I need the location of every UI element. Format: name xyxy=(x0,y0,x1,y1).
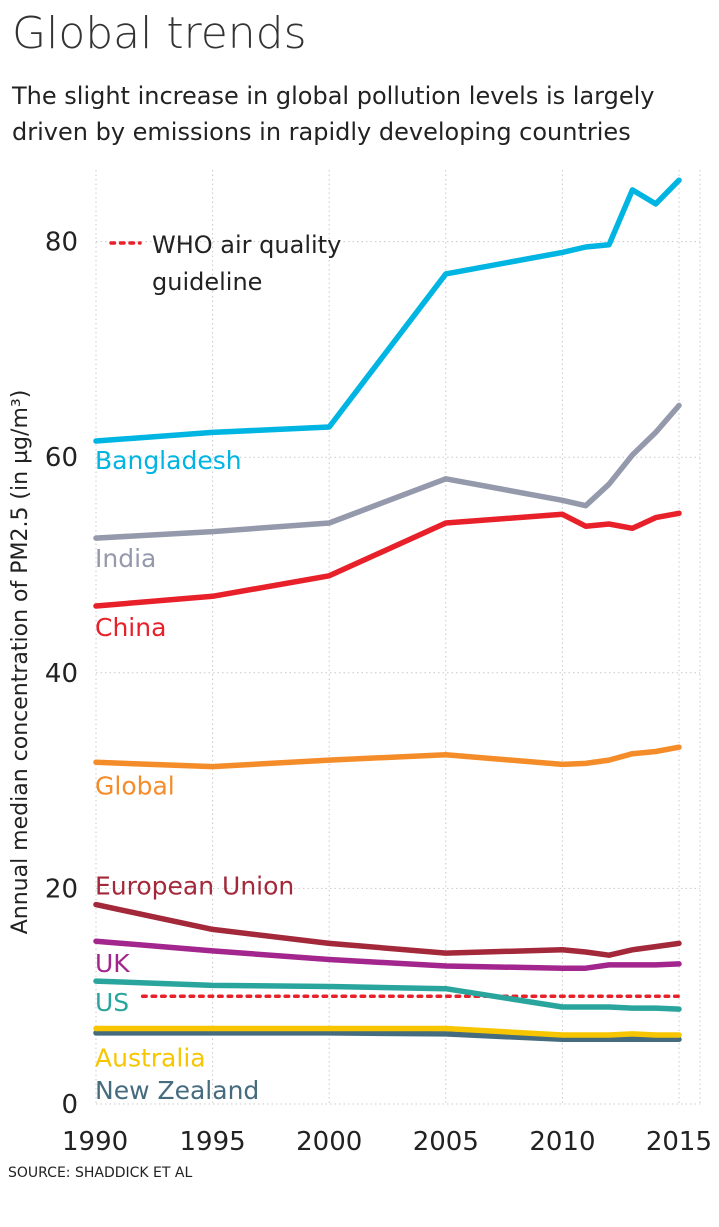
series-layer xyxy=(93,177,682,1043)
legend-label-line-2: guideline xyxy=(152,268,262,296)
tick-layer: 0 20 40 60 80 1990 1995 2000 2005 2010 2015 xyxy=(45,228,712,1157)
series-line-new-zealand xyxy=(93,1030,682,1043)
y-tick-label-80: 80 xyxy=(45,228,78,258)
series-line-us xyxy=(93,978,682,1012)
y-tick-label-60: 60 xyxy=(45,443,78,473)
chart-subtitle-line-2: driven by emissions in rapidly developin… xyxy=(12,118,631,146)
y-tick-label-0: 0 xyxy=(61,1090,78,1120)
series-line-global xyxy=(93,744,682,770)
source-note: SOURCE: SHADDICK ET AL xyxy=(8,1165,192,1181)
series-line-bangladesh xyxy=(93,177,682,444)
x-tick-label-1995: 1995 xyxy=(180,1127,246,1157)
x-tick-label-2010: 2010 xyxy=(529,1127,595,1157)
series-line-india xyxy=(93,402,682,541)
series-label-china: China xyxy=(95,613,166,642)
series-label-layer: Bangladesh India China Global European Union… xyxy=(95,446,294,1105)
x-tick-label-2005: 2005 xyxy=(413,1127,479,1157)
legend: WHO air quality guideline xyxy=(109,231,341,296)
series-label-bangladesh: Bangladesh xyxy=(95,446,242,475)
grid xyxy=(95,170,701,1105)
y-axis-label: Annual median concentration of PM2.5 (in… xyxy=(8,390,33,935)
series-label-global: Global xyxy=(95,771,175,800)
series-label-australia: Australia xyxy=(95,1044,206,1073)
series-line-australia xyxy=(93,1025,682,1038)
series-label-india: India xyxy=(95,544,156,573)
x-tick-label-2015: 2015 xyxy=(646,1127,712,1157)
series-label-european-union: European Union xyxy=(95,872,294,901)
series-line-china xyxy=(93,510,682,609)
y-tick-label-40: 40 xyxy=(45,659,78,689)
chart-subtitle-line-1: The slight increase in global pollution … xyxy=(11,82,654,110)
y-tick-label-20: 20 xyxy=(45,874,78,904)
series-label-new-zealand: New Zealand xyxy=(95,1076,259,1105)
x-tick-label-2000: 2000 xyxy=(296,1127,362,1157)
chart-title: Global trends xyxy=(12,8,307,59)
x-tick-label-1990: 1990 xyxy=(62,1127,128,1157)
series-label-uk: UK xyxy=(95,949,130,978)
series-label-us: US xyxy=(95,988,129,1017)
series-line-european-union xyxy=(93,901,682,958)
series-line-uk xyxy=(93,938,682,971)
legend-label-line-1: WHO air quality xyxy=(152,231,341,259)
